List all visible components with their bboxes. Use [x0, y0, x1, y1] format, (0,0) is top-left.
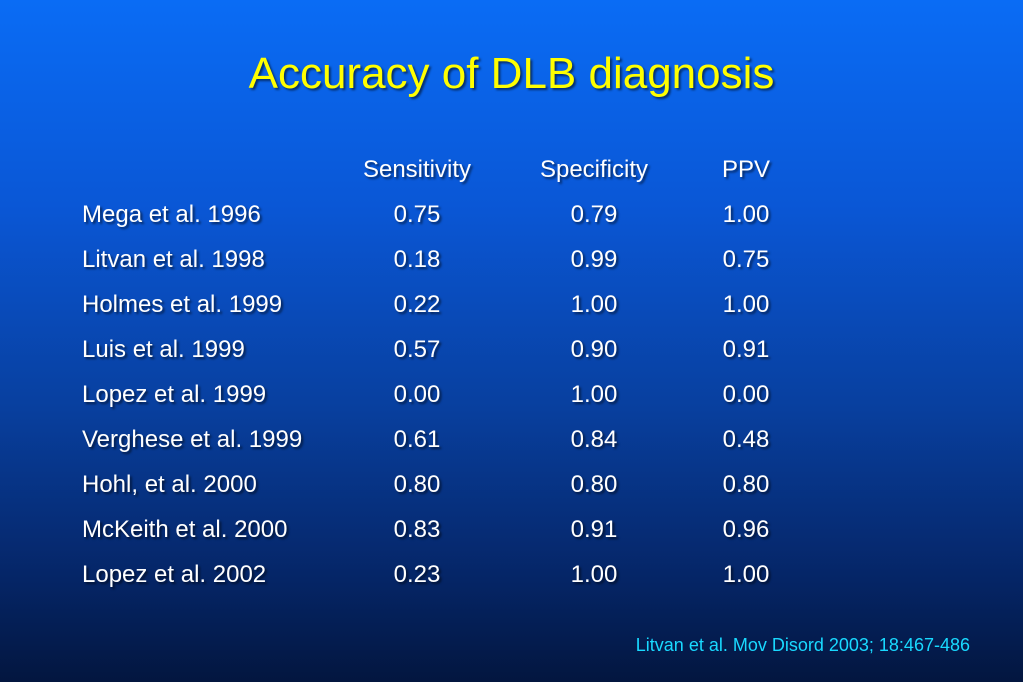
study-name: Mega et al. 1996	[82, 201, 261, 228]
sensitivity-value: 0.23	[393, 561, 441, 588]
study-name: Lopez et al. 1999	[82, 381, 267, 408]
table-row: Luis et al. 1999 0.57 0.90 0.91	[0, 335, 1023, 365]
specificity-value: 0.84	[570, 426, 618, 453]
sensitivity-value: 0.80	[393, 471, 441, 498]
study-name: Holmes et al. 1999	[82, 291, 283, 318]
specificity-value: 0.99	[570, 246, 618, 273]
specificity-value: 0.79	[570, 201, 618, 228]
ppv-value: 0.80	[722, 471, 770, 498]
specificity-value: 1.00	[570, 291, 618, 318]
ppv-value: 0.96	[722, 516, 770, 543]
ppv-value: 0.91	[722, 336, 770, 363]
specificity-value: 0.90	[570, 336, 618, 363]
sensitivity-value: 0.22	[393, 291, 441, 318]
ppv-value: 1.00	[722, 291, 770, 318]
specificity-value: 1.00	[570, 561, 618, 588]
citation: Litvan et al. Mov Disord 2003; 18:467-48…	[635, 635, 970, 655]
slide-title: Accuracy of DLB diagnosis	[248, 49, 775, 98]
table-row: Litvan et al. 1998 0.18 0.99 0.75	[0, 245, 1023, 275]
table-row: Lopez et al. 2002 0.23 1.00 1.00	[0, 560, 1023, 590]
sensitivity-value: 0.83	[393, 516, 441, 543]
ppv-value: 1.00	[722, 201, 770, 228]
study-name: Luis et al. 1999	[82, 336, 245, 363]
sensitivity-value: 0.57	[393, 336, 441, 363]
study-name: Litvan et al. 1998	[82, 246, 265, 273]
ppv-value: 0.00	[722, 381, 770, 408]
ppv-value: 1.00	[722, 561, 770, 588]
study-name: McKeith et al. 2000	[82, 516, 288, 543]
table-row: Holmes et al. 1999 0.22 1.00 1.00	[0, 290, 1023, 320]
sensitivity-value: 0.75	[393, 201, 441, 228]
study-name: Verghese et al. 1999	[82, 426, 303, 453]
ppv-value: 0.75	[722, 246, 770, 273]
table-row: Verghese et al. 1999 0.61 0.84 0.48	[0, 425, 1023, 455]
study-name: Lopez et al. 2002	[82, 561, 267, 588]
table-row: McKeith et al. 2000 0.83 0.91 0.96	[0, 515, 1023, 545]
header-ppv: PPV	[721, 156, 771, 183]
sensitivity-value: 0.61	[393, 426, 441, 453]
specificity-value: 1.00	[570, 381, 618, 408]
table-row: Mega et al. 1996 0.75 0.79 1.00	[0, 200, 1023, 230]
header-sensitivity: Sensitivity	[362, 156, 472, 183]
table-row: Hohl, et al. 2000 0.80 0.80 0.80	[0, 470, 1023, 500]
specificity-value: 0.91	[570, 516, 618, 543]
specificity-value: 0.80	[570, 471, 618, 498]
sensitivity-value: 0.00	[393, 381, 441, 408]
ppv-value: 0.48	[722, 426, 770, 453]
study-name: Hohl, et al. 2000	[82, 471, 257, 498]
header-specificity: Specificity	[539, 156, 649, 183]
table-row: Lopez et al. 1999 0.00 1.00 0.00	[0, 380, 1023, 410]
sensitivity-value: 0.18	[393, 246, 441, 273]
